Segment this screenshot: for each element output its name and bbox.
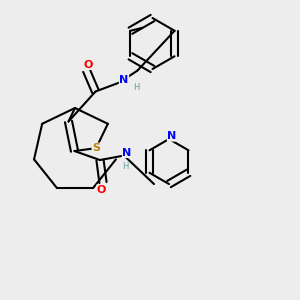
Text: O: O — [97, 185, 106, 195]
Text: N: N — [122, 148, 132, 158]
Text: O: O — [83, 59, 93, 70]
Text: S: S — [92, 143, 100, 153]
Text: H: H — [122, 161, 129, 170]
Text: N: N — [119, 74, 129, 85]
Text: H: H — [133, 82, 139, 91]
Text: N: N — [167, 131, 177, 141]
